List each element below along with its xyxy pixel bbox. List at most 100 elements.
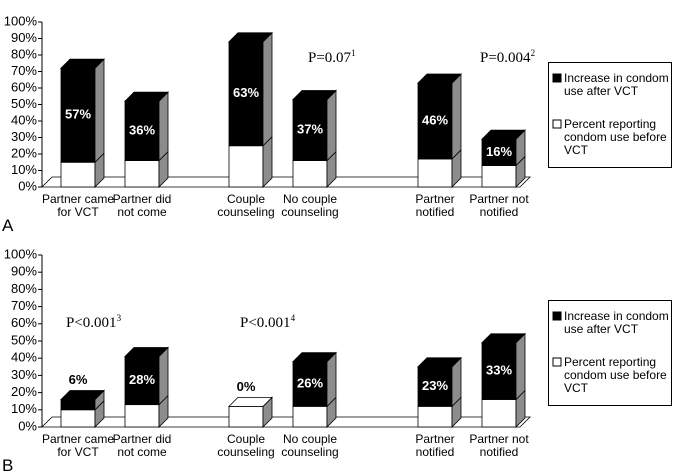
- y-tick-label: 50%: [11, 332, 37, 347]
- bar-top: [124, 347, 169, 357]
- legend-swatch: [552, 357, 562, 367]
- y-tick-label: 0%: [18, 178, 37, 193]
- legend-label: Percent reporting condom use before VCT: [564, 355, 667, 395]
- bar-segment: [481, 399, 517, 428]
- value-label: 26%: [297, 375, 323, 390]
- y-tick-label: 100%: [4, 246, 38, 261]
- bar-top: [228, 396, 273, 407]
- bar-segment: [124, 404, 160, 428]
- y-tick-label: 30%: [11, 367, 37, 382]
- value-label: 16%: [486, 144, 512, 159]
- x-tick-label: Partner not notified: [469, 192, 529, 219]
- legend-label: Increase in condom use after VCT: [564, 309, 669, 336]
- bar-segment: [228, 405, 264, 428]
- bar-segment: [60, 161, 96, 188]
- y-tick-label: 40%: [11, 112, 37, 127]
- bar-top: [292, 90, 337, 100]
- bar-side: [262, 31, 273, 147]
- bar-segment: [228, 145, 264, 188]
- bar-top: [417, 357, 462, 368]
- annotation-sup: 3: [116, 313, 122, 323]
- y-tick-label: 30%: [11, 129, 37, 144]
- y-tick-label: 10%: [11, 401, 37, 416]
- bar-side: [451, 73, 462, 160]
- annotation: P=0.071: [308, 48, 356, 67]
- y-tick-label: 20%: [11, 145, 37, 160]
- bar-segment: [292, 361, 328, 407]
- x-tick-label: Partner notified: [415, 432, 455, 459]
- y-tick-label: 40%: [11, 350, 37, 365]
- y-tick-label: 10%: [11, 162, 37, 177]
- annotation-text: P=0.07: [308, 50, 352, 66]
- x-tick-label: Partner came for VCT: [41, 192, 115, 219]
- annotation: P<0.0014: [240, 313, 295, 332]
- value-label: 57%: [65, 107, 91, 122]
- x-tick-label: Partner did not come: [112, 192, 172, 219]
- annotation: P=0.0042: [480, 48, 535, 67]
- bar-side: [94, 58, 105, 164]
- value-label: 37%: [297, 122, 323, 137]
- y-tick-label: 20%: [11, 384, 37, 399]
- x-tick-label: Partner notified: [415, 192, 455, 219]
- bar-segment: [292, 99, 328, 162]
- bar-segment: [60, 399, 96, 411]
- value-label: 33%: [486, 363, 512, 378]
- y-tick-label: 0%: [18, 418, 37, 433]
- panel-label: A: [2, 216, 14, 235]
- y-tick-label: 80%: [11, 281, 37, 296]
- y-tick-label: 90%: [11, 30, 37, 45]
- y-tick-label: 70%: [11, 63, 37, 78]
- panel-label: B: [2, 456, 14, 475]
- value-label: 46%: [422, 112, 448, 127]
- bar-segment: [481, 342, 517, 400]
- annotation-sup: 4: [290, 313, 296, 323]
- x-tick-label: Couple counseling: [217, 192, 275, 219]
- bar-top: [60, 390, 105, 400]
- legend-label: Percent reporting condom use before VCT: [564, 117, 667, 157]
- y-tick-label: 60%: [11, 79, 37, 94]
- annotation-sup: 2: [530, 48, 536, 58]
- bar-top: [124, 91, 169, 102]
- annotation-sup: 1: [351, 48, 356, 58]
- bar-segment: [481, 165, 517, 188]
- value-label: 63%: [233, 85, 259, 100]
- y-tick-label: 100%: [4, 13, 38, 28]
- bar-segment: [124, 160, 160, 188]
- value-label: 6%: [69, 372, 88, 387]
- y-tick-label: 90%: [11, 264, 37, 279]
- bar-top: [292, 352, 337, 363]
- bar-side: [158, 346, 169, 406]
- annotation-text: P=0.004: [480, 50, 531, 66]
- legend: [548, 300, 672, 406]
- bar-top: [417, 73, 462, 84]
- legend: [548, 62, 672, 168]
- bar-segment: [417, 82, 453, 160]
- bar-side: [515, 332, 526, 401]
- legend-swatch: [552, 73, 562, 83]
- legend-swatch: [552, 119, 562, 129]
- y-tick-label: 80%: [11, 46, 37, 61]
- legend-swatch: [552, 311, 562, 321]
- x-tick-label: Partner came for VCT: [41, 432, 115, 459]
- bar-top: [481, 333, 526, 344]
- annotation-text: P<0.001: [66, 315, 117, 331]
- bar-side: [158, 91, 169, 162]
- y-tick-label: 70%: [11, 298, 37, 313]
- value-label: 23%: [422, 378, 448, 393]
- bar-side: [326, 89, 337, 162]
- bar-segment: [60, 67, 96, 163]
- bar-segment: [417, 405, 453, 428]
- x-tick-label: Partner did not come: [112, 432, 172, 459]
- floor: [41, 416, 531, 428]
- bar-top: [481, 129, 526, 140]
- bar-segment: [60, 409, 96, 428]
- bar-segment: [417, 158, 453, 188]
- value-label: 36%: [129, 122, 155, 137]
- legend-label: Increase in condom use after VCT: [564, 71, 669, 98]
- annotation: P<0.0013: [66, 313, 121, 332]
- x-tick-label: No couple counseling: [281, 192, 339, 219]
- x-tick-label: Couple counseling: [217, 432, 275, 459]
- annotation-text: P<0.001: [240, 315, 291, 331]
- value-label: 28%: [129, 372, 155, 387]
